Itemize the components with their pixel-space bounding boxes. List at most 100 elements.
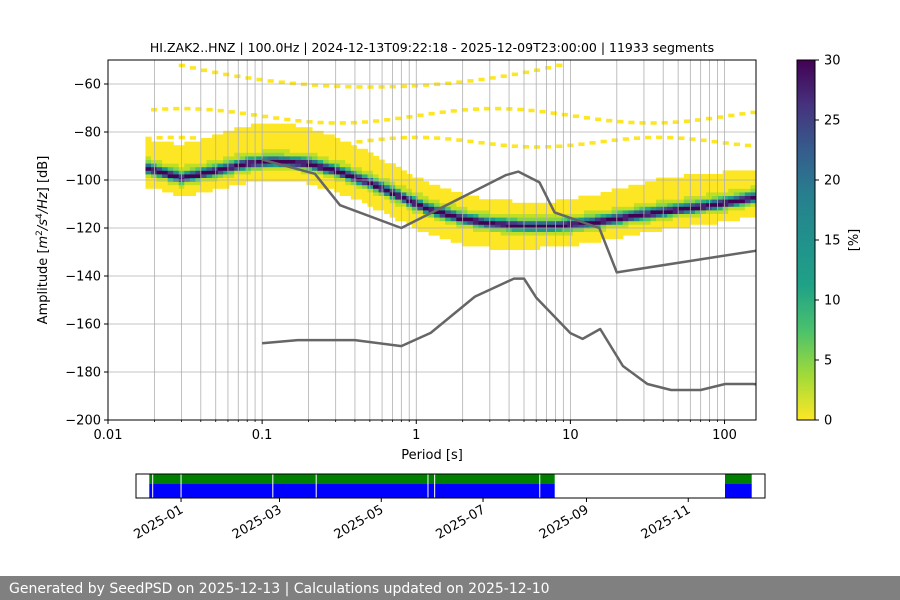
heat-cell [689, 192, 696, 196]
heat-cell [361, 156, 369, 160]
heat-cell [278, 159, 285, 164]
heat-cell [189, 192, 197, 196]
heat-cell [400, 184, 407, 189]
heat-cell [400, 84, 407, 89]
heat-cell [461, 202, 468, 207]
heat-cell [378, 195, 385, 200]
heat-cell [722, 141, 729, 145]
heat-cell [378, 137, 385, 142]
heat-cell [472, 199, 480, 204]
heat-cell [339, 170, 346, 175]
heat-cell [250, 138, 258, 142]
heat-cell [273, 127, 280, 132]
heat-cell [595, 117, 602, 122]
heat-cell [600, 213, 607, 218]
heat-cell [345, 184, 352, 189]
heat-cell [589, 220, 596, 225]
heat-cell [384, 184, 391, 189]
heat-cell [572, 228, 579, 232]
heat-cell [611, 235, 618, 240]
heat-cell [717, 210, 724, 214]
heat-cell [672, 120, 679, 124]
heat-cell [445, 199, 452, 204]
heat-cell [606, 220, 613, 225]
heat-cell [622, 206, 629, 211]
heat-cell [400, 217, 407, 222]
heat-cell [595, 199, 602, 204]
heat-cell [422, 206, 430, 211]
heat-cell [628, 224, 635, 229]
heat-cell [511, 246, 518, 250]
heat-cell [345, 163, 352, 168]
heat-cell [361, 170, 369, 175]
heat-cell [595, 235, 602, 240]
heat-cell [411, 188, 419, 193]
heat-cell [639, 224, 646, 229]
heat-cell [722, 199, 729, 204]
heat-cell [367, 192, 374, 196]
heat-cell [311, 134, 319, 139]
heat-cell [228, 110, 235, 114]
heat-cell [167, 170, 174, 175]
heat-cell [683, 213, 690, 218]
heat-cell [361, 152, 369, 157]
heat-cell [450, 202, 457, 207]
heat-cell [495, 231, 502, 236]
heat-cell [622, 192, 629, 196]
heat-cell [456, 231, 463, 236]
heat-cell [661, 213, 668, 218]
heat-cell [533, 220, 541, 225]
heat-cell [472, 107, 480, 111]
heat-cell [583, 217, 591, 222]
heat-cell [439, 235, 446, 240]
heat-cell [334, 163, 341, 168]
heat-cell [317, 166, 324, 171]
heat-cell [422, 135, 430, 140]
heat-cell [495, 228, 502, 232]
heat-cell [661, 195, 668, 200]
heat-cell [245, 130, 252, 135]
heat-cell [606, 202, 613, 207]
heat-cell [300, 156, 308, 160]
heat-cell [489, 238, 496, 243]
heat-cell [162, 159, 169, 164]
heat-cell [334, 84, 341, 89]
heat-cell [339, 163, 346, 168]
heat-cell [478, 231, 485, 236]
heat-cell [589, 217, 596, 222]
heat-cell [306, 181, 313, 186]
heat-cell [245, 163, 252, 168]
heat-cell [223, 170, 230, 175]
heat-cell [306, 141, 313, 146]
heat-cell [334, 148, 341, 153]
heat-cell [467, 206, 474, 211]
heat-cell [311, 148, 319, 153]
heat-cell [378, 192, 385, 196]
x-tick-label: 1 [412, 428, 420, 443]
heat-cell [384, 118, 391, 122]
heat-cell [223, 141, 230, 146]
heat-cell [400, 135, 407, 140]
heat-cell [644, 228, 652, 232]
heat-cell [672, 206, 679, 211]
heat-cell [706, 184, 713, 189]
heat-cell [367, 195, 374, 200]
heat-cell [589, 141, 596, 145]
heat-cell [728, 213, 735, 218]
heat-cell [411, 181, 419, 186]
heat-cell [350, 166, 357, 171]
heat-cell [245, 166, 252, 171]
heat-cell [706, 220, 713, 225]
heat-cell [500, 238, 507, 243]
heat-cell [200, 163, 208, 168]
timeline-ticks: 2025-01 2025-03 2025-05 2025-07 2025-09 2025-… [131, 498, 693, 543]
heat-cell [545, 238, 552, 243]
heat-cell [145, 148, 152, 153]
heat-cell [206, 163, 213, 168]
heat-cell [467, 224, 474, 229]
heat-cell [395, 213, 402, 218]
heat-cell [278, 148, 285, 153]
heat-cell [633, 195, 641, 200]
heat-cell [572, 235, 579, 240]
heat-cell [606, 195, 613, 200]
